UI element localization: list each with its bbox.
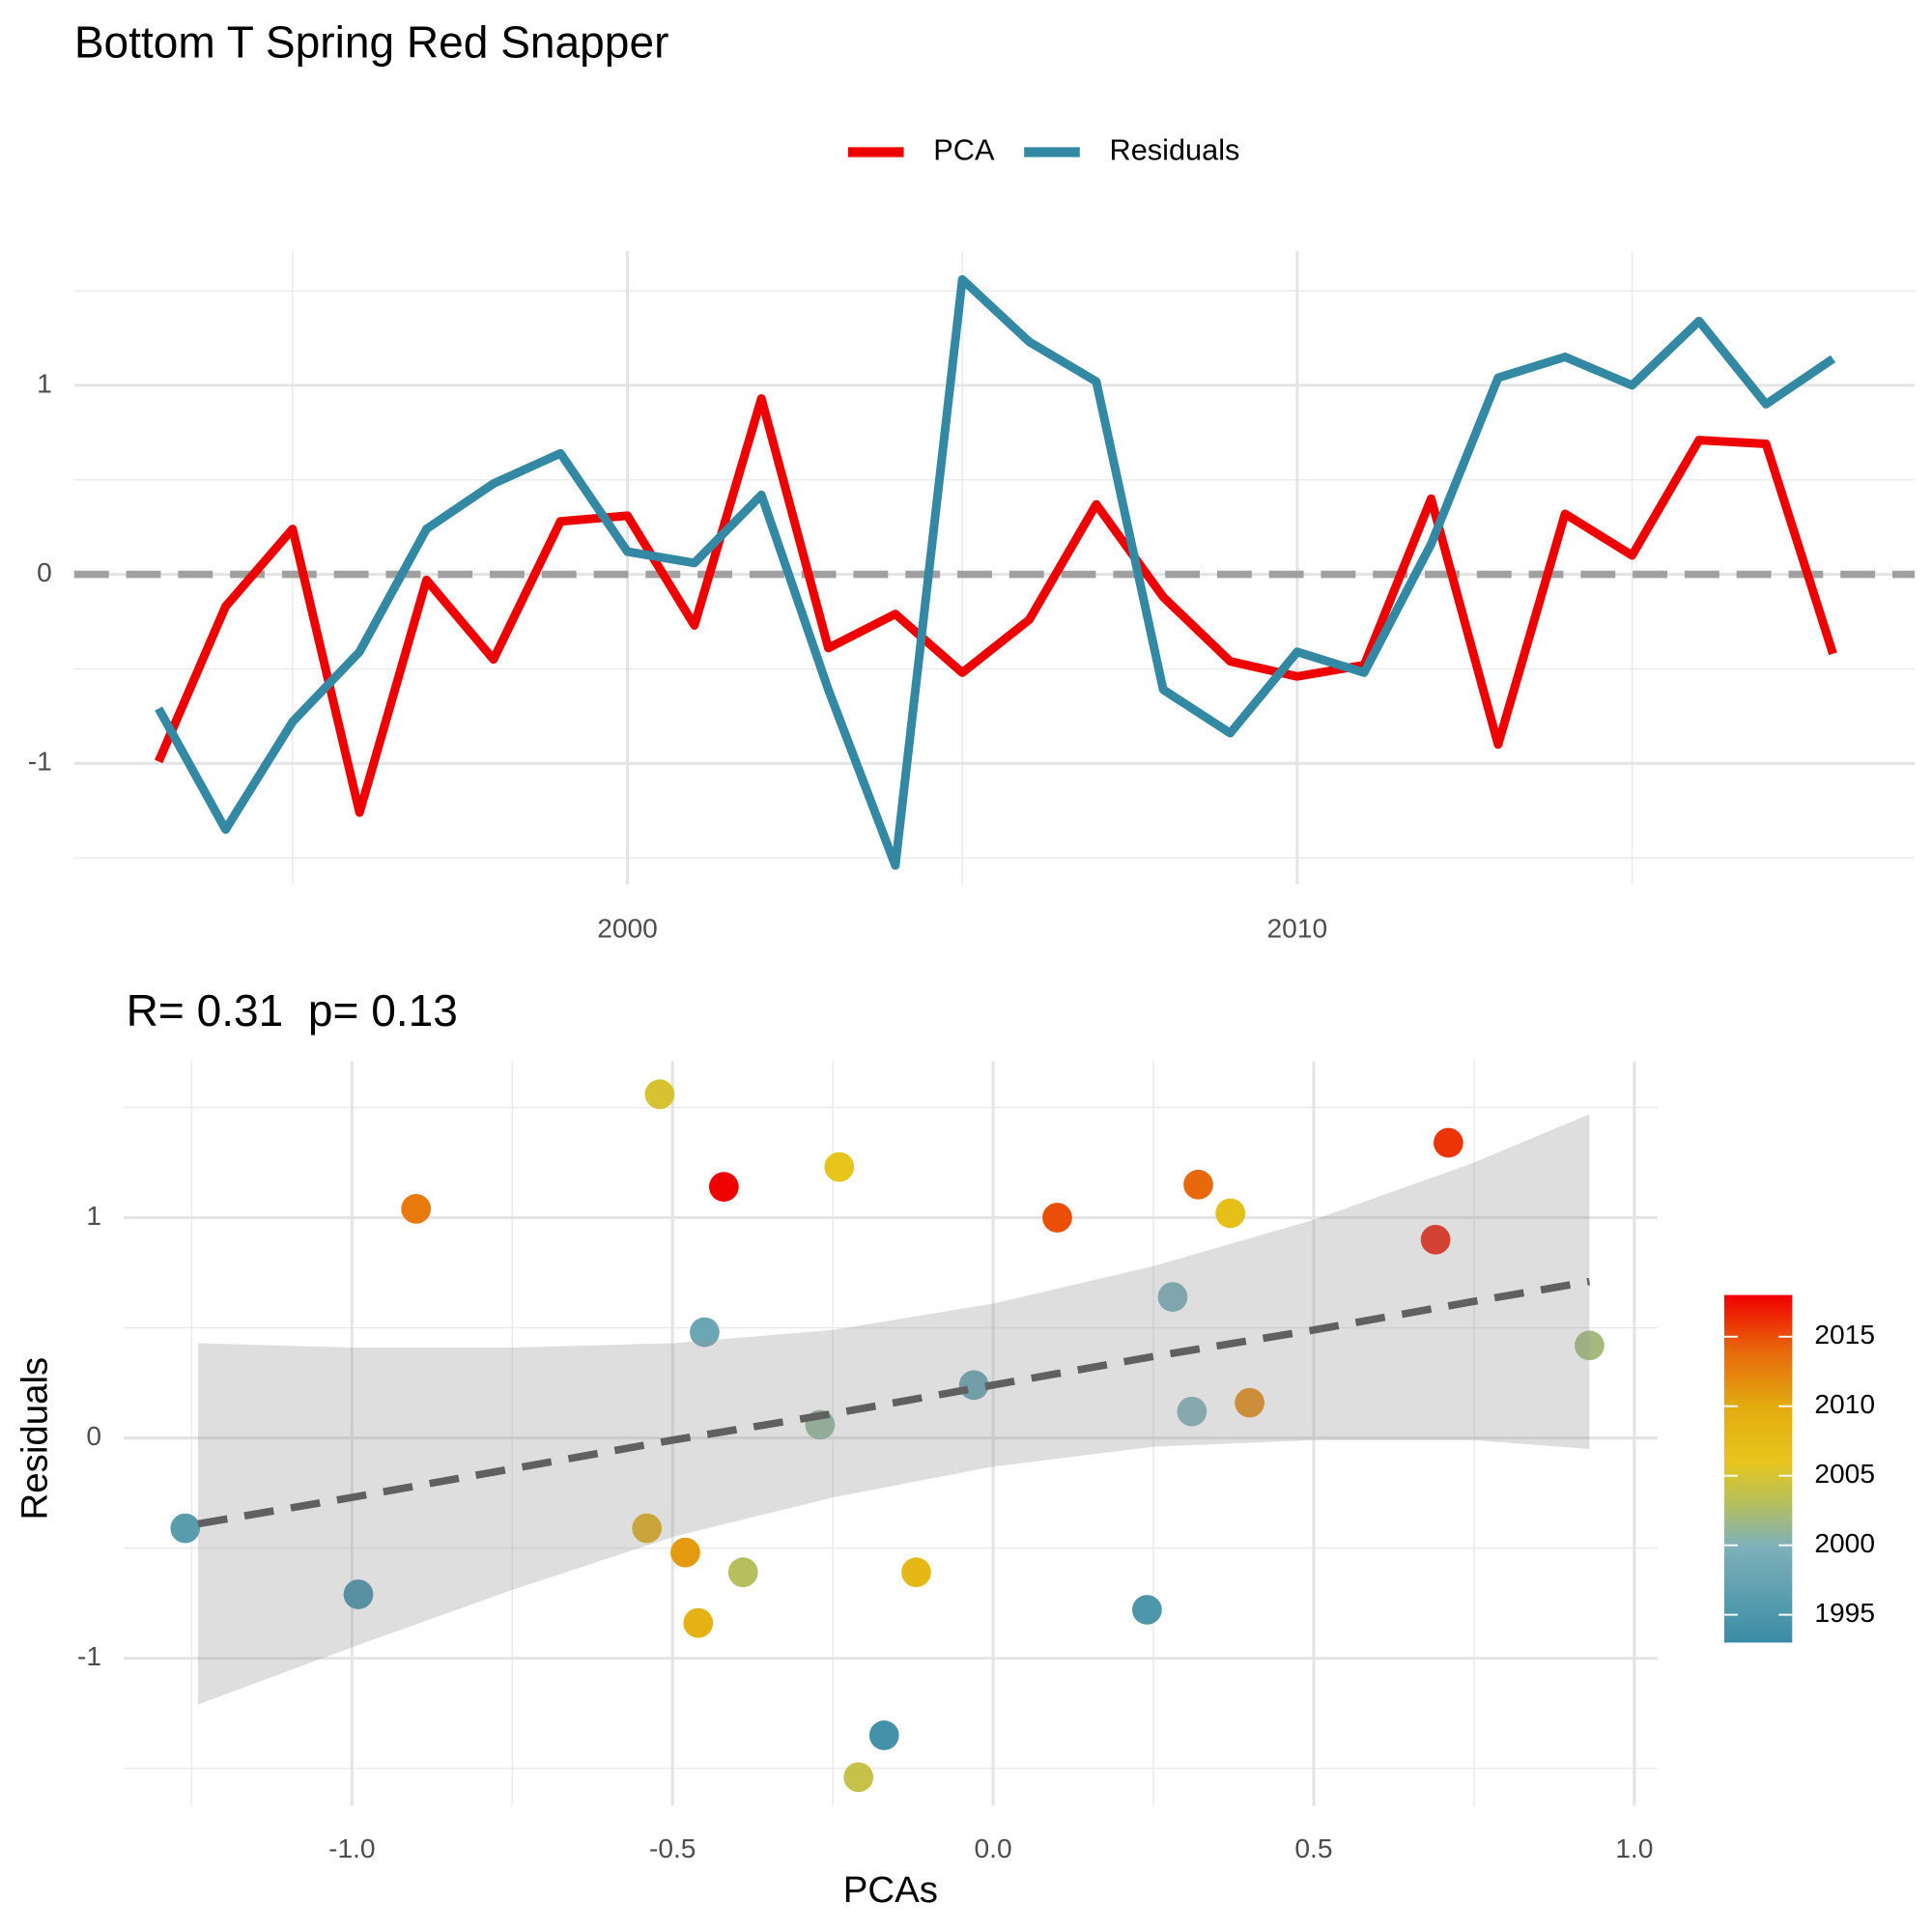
legend: PCA Residuals bbox=[847, 133, 1240, 167]
point bbox=[1042, 1203, 1072, 1233]
point bbox=[727, 1557, 758, 1588]
colorbar-label: 2005 bbox=[1814, 1459, 1875, 1489]
point bbox=[1575, 1330, 1605, 1361]
point bbox=[670, 1537, 700, 1568]
y-tick-label: -1 bbox=[28, 747, 52, 777]
point bbox=[1177, 1396, 1208, 1427]
series-line bbox=[155, 274, 1836, 870]
x-tick-label: 2000 bbox=[597, 913, 658, 943]
colorbar-label: 2015 bbox=[1814, 1320, 1875, 1350]
series-line bbox=[155, 394, 1837, 817]
chart-title: R= 0.31 p= 0.13 bbox=[127, 985, 458, 1036]
x-axis-title: PCAs bbox=[843, 1869, 938, 1911]
y-tick-label: 1 bbox=[37, 368, 52, 398]
y-tick-label: -1 bbox=[77, 1641, 101, 1671]
point bbox=[1215, 1198, 1246, 1229]
point bbox=[1420, 1224, 1451, 1255]
x-tick-label: 2010 bbox=[1267, 913, 1328, 943]
point bbox=[1433, 1127, 1463, 1158]
fit-line bbox=[197, 1277, 1591, 1528]
colorbar-label: 2000 bbox=[1814, 1528, 1875, 1558]
x-tick-label: 0.0 bbox=[975, 1833, 1012, 1863]
colorbar bbox=[1723, 1294, 1793, 1643]
y-tick-label: 1 bbox=[86, 1201, 101, 1231]
point bbox=[170, 1513, 201, 1544]
x-tick-label: 0.5 bbox=[1294, 1833, 1332, 1863]
point bbox=[683, 1607, 714, 1638]
colorbar-label: 1995 bbox=[1814, 1598, 1875, 1628]
point bbox=[1132, 1595, 1162, 1625]
point bbox=[632, 1513, 663, 1544]
y-axis-title: Residuals bbox=[14, 1357, 56, 1520]
point bbox=[401, 1194, 432, 1224]
point bbox=[824, 1151, 855, 1182]
point bbox=[1157, 1282, 1188, 1312]
legend-label: PCA bbox=[933, 133, 995, 167]
point bbox=[1183, 1169, 1213, 1200]
colorbar-label: 2010 bbox=[1814, 1389, 1875, 1419]
x-tick-label: -1.0 bbox=[328, 1833, 376, 1863]
point bbox=[708, 1172, 739, 1202]
confidence-band bbox=[198, 1114, 1590, 1705]
point bbox=[1235, 1387, 1264, 1418]
legend-label: Residuals bbox=[1110, 133, 1240, 167]
point bbox=[690, 1317, 720, 1348]
point bbox=[644, 1079, 675, 1110]
y-tick-label: 0 bbox=[86, 1421, 101, 1451]
x-tick-label: -0.5 bbox=[649, 1833, 696, 1863]
point bbox=[343, 1579, 374, 1609]
chart-title: Bottom T Spring Red Snapper bbox=[74, 17, 669, 68]
point bbox=[868, 1720, 899, 1750]
point bbox=[901, 1557, 931, 1588]
point bbox=[843, 1762, 874, 1793]
x-tick-label: 1.0 bbox=[1615, 1833, 1653, 1863]
y-tick-label: 0 bbox=[37, 557, 52, 587]
